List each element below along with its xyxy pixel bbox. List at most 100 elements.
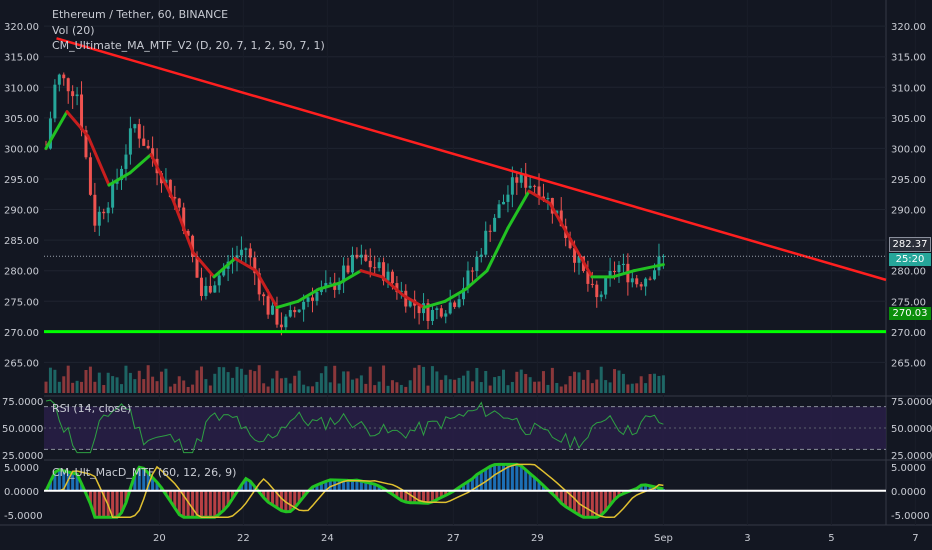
candle-body: [93, 194, 97, 226]
volume-legend[interactable]: Vol (20): [52, 24, 95, 37]
candle-body: [239, 249, 243, 256]
candle-body: [177, 198, 181, 208]
ma-line-segment: [485, 226, 510, 273]
volume-bar: [488, 385, 492, 393]
volume-bar: [88, 366, 92, 393]
candle-body: [128, 128, 132, 155]
candle-body: [426, 303, 430, 321]
volume-bar: [93, 381, 97, 393]
rsi-tick-label-left: 50.0000: [2, 424, 43, 435]
volume-bar: [257, 365, 261, 393]
candle-body: [444, 313, 448, 317]
ma-line-segment: [380, 275, 405, 297]
volume-bar: [590, 383, 594, 393]
macd-histogram-bar: [226, 490, 230, 506]
volume-bar: [182, 380, 186, 393]
price-tick-label-left: 320.00: [4, 22, 39, 33]
ma-line-segment: [212, 256, 237, 279]
macd-histogram-bar: [608, 490, 612, 506]
volume-bar: [613, 369, 617, 393]
macd-histogram-bar: [350, 480, 354, 491]
candle-body: [257, 273, 261, 295]
volume-bar: [271, 378, 275, 393]
price-tick-label-left: 265.00: [4, 358, 39, 369]
candle-body: [66, 78, 70, 92]
ma-line-segment: [86, 134, 111, 187]
volume-bar: [493, 377, 497, 393]
volume-bar: [80, 381, 84, 393]
rsi-legend[interactable]: RSI (14, close): [52, 402, 132, 415]
macd-histogram-bar: [444, 490, 448, 496]
volume-bar: [626, 384, 630, 393]
candle-body: [48, 118, 52, 149]
candle-body: [137, 124, 141, 139]
macd-histogram-bar: [430, 490, 434, 502]
candle-body: [173, 197, 177, 199]
volume-bar: [213, 373, 217, 393]
candle-body: [590, 283, 594, 285]
macd-histogram-bar: [346, 480, 350, 491]
macd-histogram-bar: [151, 477, 155, 491]
macd-histogram-bar: [648, 485, 652, 491]
volume-bar: [413, 367, 417, 393]
macd-histogram-bar: [271, 490, 275, 505]
macd-histogram-bar: [124, 490, 128, 503]
ma-line-segment: [632, 263, 665, 273]
macd-histogram-bar: [262, 490, 266, 498]
candle-body: [617, 265, 621, 273]
candle-body: [595, 284, 599, 298]
macd-histogram-bar: [604, 490, 608, 511]
macd-histogram-bar: [297, 490, 301, 503]
candle-body: [608, 270, 612, 277]
rsi-pane: [44, 399, 886, 454]
volume-bar: [546, 384, 550, 393]
candle-body: [271, 305, 275, 315]
ma-line-segment: [149, 153, 174, 199]
macd-histogram-bar: [404, 490, 408, 502]
macd-histogram-bar: [395, 490, 399, 498]
volume-bar: [497, 376, 501, 393]
ma-line-segment: [107, 171, 132, 187]
macd-histogram-bar: [417, 490, 421, 503]
macd-histogram-bar: [133, 474, 137, 491]
symbol-title[interactable]: Ethereum / Tether, 60, BINANCE: [52, 8, 229, 21]
volume-bar: [386, 385, 390, 393]
candle-body: [630, 278, 634, 283]
macd-histogram-bar: [324, 481, 328, 491]
candle-body: [53, 84, 57, 119]
volume-bar: [524, 374, 528, 393]
macd-histogram-bar: [524, 469, 528, 491]
volume-bar: [426, 385, 430, 393]
ma-line-segment: [65, 110, 90, 138]
macd-histogram-bar: [57, 469, 61, 491]
volume-bar: [57, 381, 61, 393]
price-tick-label-right: 270.00: [891, 328, 926, 339]
candle-body: [328, 282, 332, 284]
volume-bar: [48, 367, 52, 393]
volume-bar: [191, 384, 195, 393]
volume-bar: [506, 385, 510, 393]
macd-legend[interactable]: CM_Ult_MacD_MTF (60, 12, 26, 9): [52, 466, 237, 479]
volume-bar: [630, 383, 634, 393]
volume-bar: [195, 370, 199, 393]
time-tick-label: 27: [447, 533, 460, 544]
candle-body: [208, 285, 212, 293]
volume-bar: [168, 386, 172, 393]
candle-body: [639, 284, 643, 287]
candle-body: [182, 207, 186, 231]
candle-body: [248, 248, 252, 258]
candle-body: [644, 278, 648, 287]
candle-body: [386, 271, 390, 281]
macd-histogram-bar: [102, 490, 106, 518]
macd-histogram-bar: [75, 474, 79, 491]
price-tick-label-left: 300.00: [4, 144, 39, 155]
rsi-tick-label-left: 25.0000: [2, 451, 43, 462]
candle-body: [191, 235, 195, 257]
macd-histogram-bar: [537, 481, 541, 491]
macd-histogram-bar: [595, 490, 599, 518]
macd-histogram-bar: [399, 490, 403, 501]
ma-legend[interactable]: CM_Ultimate_MA_MTF_V2 (D, 20, 7, 1, 2, 5…: [52, 39, 325, 52]
macd-tick-label-right: 0.0000: [891, 487, 926, 498]
candle-body: [462, 288, 466, 300]
